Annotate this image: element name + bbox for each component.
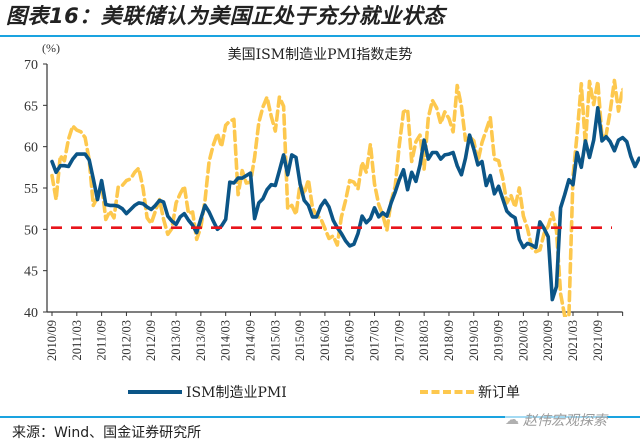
series-line-new-orders (50, 78, 623, 317)
x-tick-label: 2013/03 (169, 320, 183, 361)
x-tick-label: 2019/03 (467, 320, 481, 361)
x-tick-label: 2017/03 (368, 320, 382, 361)
x-tick-label: 2018/09 (442, 320, 456, 361)
x-tick-label: 2021/09 (591, 320, 605, 361)
x-tick-label: 2012/09 (144, 320, 158, 361)
series-group (50, 78, 640, 317)
x-tick-label: 2020/03 (516, 320, 530, 361)
chart-title: 美国ISM制造业PMI指数走势 (227, 47, 413, 63)
watermark-text: 赵伟宏观探索 (523, 413, 607, 429)
x-tick-label: 2017/09 (392, 320, 406, 361)
legend: ISM制造业PMI 新订单 (0, 382, 640, 404)
y-tick-label: 70 (24, 58, 38, 73)
x-tick-label: 2016/03 (318, 320, 332, 361)
legend-label-new-orders: 新订单 (478, 385, 520, 401)
legend-swatch-new-orders (420, 390, 474, 394)
x-tick-label: 2014/09 (243, 320, 257, 361)
x-tick-label: 2015/03 (268, 320, 282, 361)
x-tick-label: 2020/09 (541, 320, 555, 361)
series-line-pmi (50, 106, 640, 302)
legend-item-pmi: ISM制造业PMI (128, 382, 287, 402)
legend-item-new-orders: 新订单 (420, 382, 520, 402)
x-tick-label: 2010/09 (45, 320, 59, 361)
legend-swatch-pmi (128, 390, 182, 394)
watermark: ☁ 赵伟宏观探索 (505, 410, 607, 430)
y-tick-label: 40 (24, 306, 38, 321)
source-note: 来源：Wind、国金证券研究所 (12, 425, 202, 441)
x-tick-label: 2011/03 (70, 320, 84, 361)
x-tick-label: 2015/09 (293, 320, 307, 361)
y-tick-label: 50 (24, 223, 38, 238)
axes: 40 45 50 55 60 65 70 2010/09 2011/03 2011/09 2012/… (24, 58, 624, 361)
x-tick-label: 2011/09 (95, 320, 109, 361)
x-tick-label: 2018/03 (417, 320, 431, 361)
y-tick-label: 45 (24, 265, 38, 280)
bottom-divider (0, 416, 640, 418)
legend-label-pmi: ISM制造业PMI (186, 385, 287, 401)
x-tick-label: 2014/03 (219, 320, 233, 361)
y-tick-label: 60 (24, 141, 38, 156)
y-axis-unit: (%) (42, 41, 60, 55)
x-tick-label: 2021/03 (566, 320, 580, 361)
wechat-icon: ☁ (505, 412, 519, 428)
x-tick-label: 2013/09 (194, 320, 208, 361)
top-divider (0, 35, 640, 37)
y-tick-label: 65 (24, 99, 38, 114)
x-tick-label: 2016/09 (343, 320, 357, 361)
x-tick-label: 2019/09 (492, 320, 506, 361)
y-tick-label: 55 (24, 182, 38, 197)
figure-title: 图表16：美联储认为美国正处于充分就业状态 (6, 4, 445, 28)
x-tick-label: 2012/03 (119, 320, 133, 361)
